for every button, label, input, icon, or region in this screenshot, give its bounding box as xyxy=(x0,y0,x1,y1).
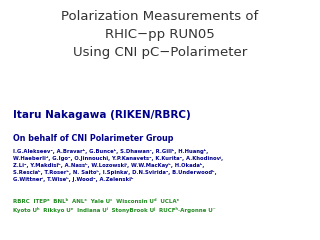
Text: Itaru Nakagawa (RIKEN/RBRC): Itaru Nakagawa (RIKEN/RBRC) xyxy=(13,110,190,120)
Text: RBRC  ITEPᵃ  BNLᵇ  ANLᵉ  Yale Uᶜ  Wisconsin Uᵈ  UCLAᵉ
Kyoto Uʰ  Rikkyo Uᵉ  India: RBRC ITEPᵃ BNLᵇ ANLᵉ Yale Uᶜ Wisconsin U… xyxy=(13,199,215,213)
Text: Polarization Measurements of
RHIC−pp RUN05
Using CNI pC−Polarimeter: Polarization Measurements of RHIC−pp RUN… xyxy=(61,10,259,59)
Text: I.G.Alekseevᵃ, A.Bravarᵇ, G.Bunceᵇ, S.Dhawanᶜ, R.Gillᵇ, H.Huangᵇ,
W.Haeberliᵈ, G: I.G.Alekseevᵃ, A.Bravarᵇ, G.Bunceᵇ, S.Dh… xyxy=(13,149,223,182)
Text: On behalf of CNI Polarimeter Group: On behalf of CNI Polarimeter Group xyxy=(13,134,173,144)
